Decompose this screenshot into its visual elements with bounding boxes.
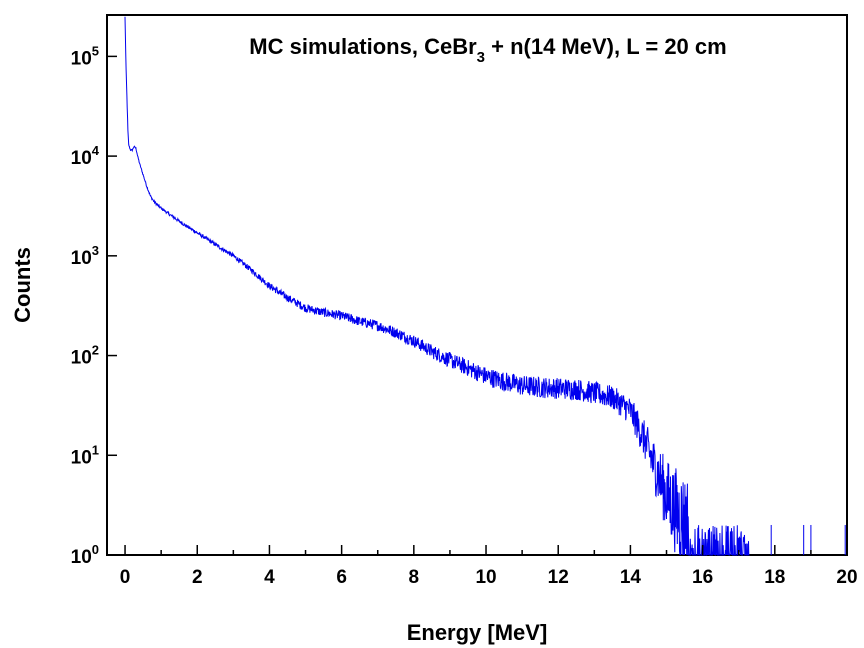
x-tick-label: 2: [192, 567, 203, 588]
spectrum-layer: [124, 16, 846, 556]
x-tick-label: 6: [336, 567, 347, 588]
x-tick-label: 12: [548, 567, 569, 588]
x-tick-label: 10: [475, 567, 496, 588]
plot-frame: [106, 14, 848, 556]
x-tick-label: 16: [692, 567, 713, 588]
y-axis: 100 101 102 103 104 105: [71, 43, 117, 568]
chart-title-main: MC simulations, CeBr: [249, 34, 477, 59]
chart-title-rest: + n(14 MeV), L = 20 cm: [485, 34, 727, 59]
y-tick-label: 105: [71, 43, 99, 69]
x-axis: 0 2 4 6 8 10 12 14 16 18 20: [120, 545, 858, 588]
y-tick-label: 101: [71, 442, 99, 468]
x-tick-label: 14: [620, 567, 642, 588]
y-tick-label: 104: [71, 143, 100, 169]
x-tick-label: 0: [120, 567, 131, 588]
chart-title: MC simulations, CeBr3 + n(14 MeV), L = 2…: [249, 34, 726, 66]
y-tick-label: 100: [71, 542, 99, 568]
y-axis-title: Counts: [10, 247, 35, 323]
x-tick-label: 4: [264, 567, 275, 588]
x-tick-label: 18: [764, 567, 785, 588]
spectrum-line: [124, 16, 750, 556]
chart-title-subscript: 3: [477, 49, 485, 66]
x-axis-title: Energy [MeV]: [407, 620, 548, 645]
x-tick-label: 8: [409, 567, 420, 588]
x-tick-label: 20: [836, 567, 857, 588]
y-tick-label: 102: [71, 343, 99, 369]
y-tick-label: 103: [71, 243, 99, 269]
